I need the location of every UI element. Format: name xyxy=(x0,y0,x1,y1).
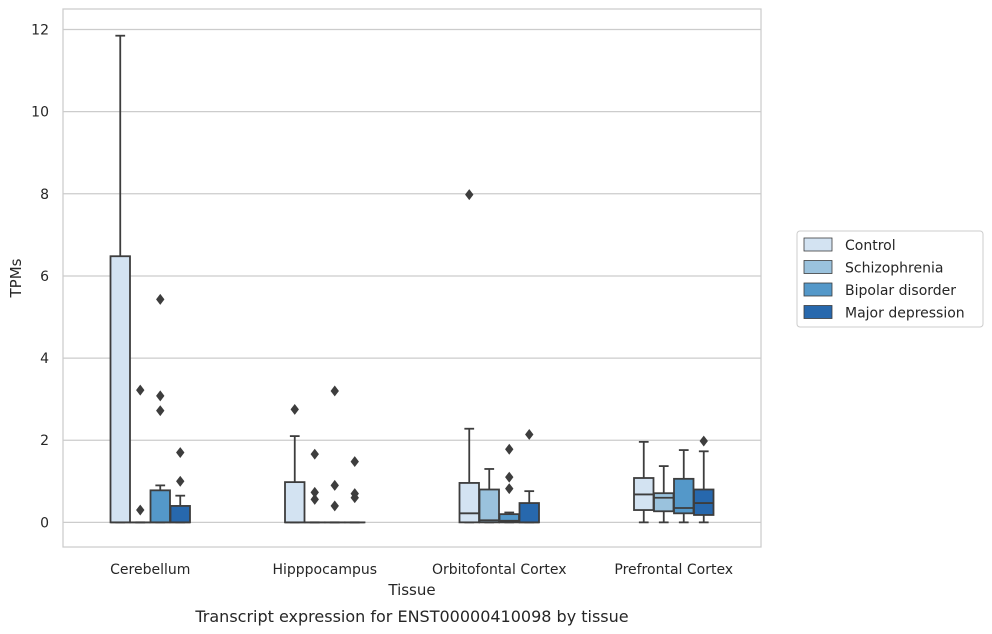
box-body xyxy=(149,489,171,524)
grid-lines xyxy=(63,28,761,523)
x-tick-label: Cerebellum xyxy=(110,562,190,578)
x-tick-labels: Cerebellum Hipppocampus Orbitofontal Corte… xyxy=(110,562,733,578)
legend-label: Major depression xyxy=(845,306,965,322)
plot-frame xyxy=(62,8,762,548)
box-schizophrenia xyxy=(653,465,675,524)
outlier-point xyxy=(156,405,165,417)
outlier-point xyxy=(156,293,165,305)
legend-label: Bipolar disorder xyxy=(845,283,956,299)
x-axis-label: Tissue xyxy=(387,581,435,599)
y-tick-label: 8 xyxy=(40,187,49,203)
legend-frame xyxy=(796,230,984,328)
outlier-point xyxy=(310,486,319,498)
box-schizophrenia xyxy=(304,448,326,524)
box-body xyxy=(169,505,191,524)
outlier-point xyxy=(330,479,339,491)
box-control xyxy=(458,189,480,524)
box-control xyxy=(284,403,306,524)
legend: Control Schizophrenia Bipolar disorder Majo… xyxy=(796,230,984,328)
box-body xyxy=(284,481,306,524)
y-tick-label: 0 xyxy=(40,515,49,531)
chart-caption: Transcript expression for ENST0000041009… xyxy=(194,607,628,626)
outlier-point xyxy=(465,189,474,201)
box-body xyxy=(109,255,131,524)
legend-swatch xyxy=(803,305,833,319)
outlier-point xyxy=(699,435,708,447)
outlier-point xyxy=(290,403,299,415)
outlier-point xyxy=(505,483,514,495)
box-control xyxy=(633,440,655,524)
box-bipolar-disorder xyxy=(498,443,520,524)
outlier-point xyxy=(330,385,339,397)
y-axis-label: TPMs xyxy=(7,258,25,298)
box-body xyxy=(653,492,675,513)
box-control xyxy=(109,34,131,524)
box-major-depression xyxy=(344,456,366,524)
outlier-point xyxy=(136,384,145,396)
legend-label: Schizophrenia xyxy=(845,261,943,277)
outlier-point xyxy=(176,475,185,487)
box-bipolar-disorder xyxy=(324,385,346,524)
box-bipolar-disorder xyxy=(149,293,171,524)
x-tick-label: Hipppocampus xyxy=(272,562,377,578)
box-body xyxy=(458,482,480,524)
outlier-point xyxy=(310,448,319,460)
y-tick-labels: 0 2 4 6 8 10 12 xyxy=(31,23,49,532)
legend-label: Control xyxy=(845,238,896,254)
outlier-point xyxy=(156,390,165,402)
y-tick-label: 12 xyxy=(31,23,49,39)
outlier-point xyxy=(330,500,339,512)
y-tick-label: 10 xyxy=(31,105,49,121)
box-body xyxy=(478,488,500,524)
box-major-depression xyxy=(169,447,191,524)
outlier-point xyxy=(350,456,359,468)
y-tick-label: 2 xyxy=(40,433,49,449)
box-body xyxy=(518,502,540,524)
outlier-point xyxy=(525,429,534,440)
outlier-point xyxy=(505,471,514,483)
outlier-point xyxy=(176,447,185,459)
x-tick-label: Orbitofontal Cortex xyxy=(432,562,567,578)
y-tick-label: 4 xyxy=(40,351,49,367)
plot-boxes xyxy=(109,34,715,524)
outlier-point xyxy=(310,493,319,505)
box-major-depression xyxy=(693,435,715,524)
box-major-depression xyxy=(518,429,540,524)
x-tick-label: Prefrontal Cortex xyxy=(614,562,733,578)
legend-swatch xyxy=(803,282,833,297)
outlier-point xyxy=(505,443,514,455)
legend-swatch xyxy=(803,260,833,274)
box-bipolar-disorder xyxy=(673,449,695,524)
outlier-point xyxy=(136,504,145,516)
outlier-point xyxy=(350,488,359,500)
box-schizophrenia xyxy=(478,468,500,524)
y-tick-label: 6 xyxy=(40,269,49,285)
legend-swatch xyxy=(803,237,833,252)
box-schizophrenia xyxy=(129,384,151,524)
